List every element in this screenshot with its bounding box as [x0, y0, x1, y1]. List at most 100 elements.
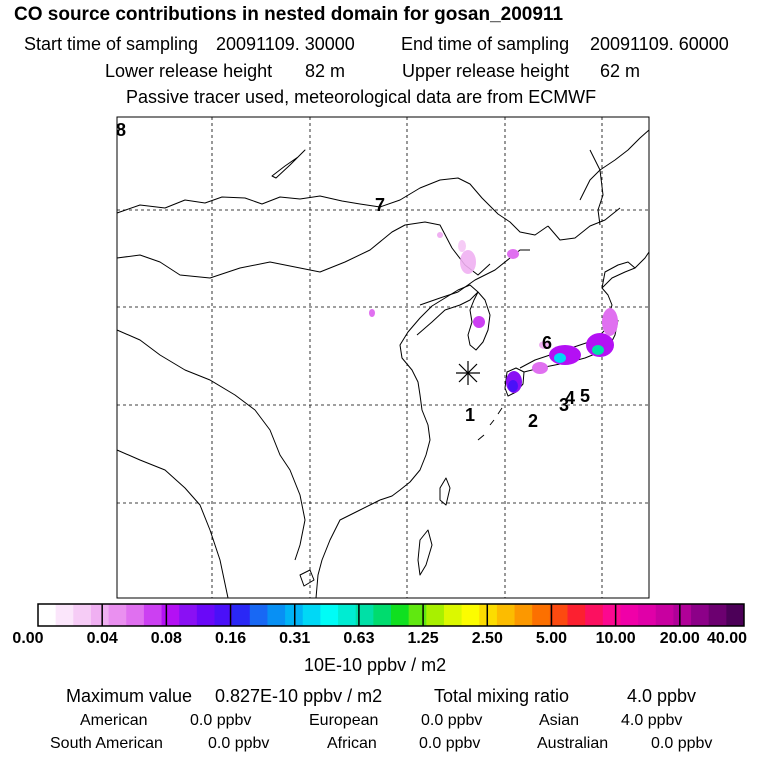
max-value: 0.827E-10 ppbv / m2	[215, 686, 383, 706]
colorbar-tick-label: 0.08	[150, 630, 182, 647]
plume-sea	[539, 341, 551, 349]
colorbar-swatch	[496, 604, 516, 626]
contribution-value: 0.0 ppbv	[421, 712, 483, 729]
colorbar-tick-label: 0.04	[86, 630, 118, 647]
colorbar-frame	[37, 603, 745, 627]
plume-north-korea	[507, 249, 519, 259]
colorbar-swatch	[602, 604, 621, 626]
contribution-name: American	[80, 712, 148, 729]
colorbar-tick-label: 2.50	[471, 630, 503, 647]
plume-mongolia	[437, 232, 443, 238]
plume-kanto-core	[592, 345, 604, 355]
trajectory-label-2: 2	[528, 411, 539, 431]
colorbar-swatch	[373, 604, 392, 626]
upper-height-label: Upper release height	[402, 61, 570, 81]
colorbar-swatch	[179, 604, 198, 626]
colorbar-tick-label: 0.31	[279, 630, 311, 647]
colorbar-tick-label: 40.00	[706, 630, 748, 647]
russia-mongolia-border	[116, 177, 549, 236]
plume-manchuria-b	[458, 240, 466, 252]
trajectory-label-4: 4	[565, 388, 576, 408]
china-coast	[379, 284, 479, 501]
colorbar-swatch	[108, 604, 127, 626]
trajectory-label-7: 7	[375, 195, 386, 215]
colorbar-swatch	[726, 604, 745, 626]
southeast-asia-coast	[315, 499, 381, 599]
plume-small-west	[369, 309, 375, 317]
colorbar-swatch	[267, 604, 286, 626]
china-korea-border	[419, 249, 530, 306]
colorbar-swatch	[73, 604, 92, 626]
kuril-islands	[634, 251, 650, 269]
luzon	[417, 529, 433, 576]
colorbar-swatch	[38, 604, 57, 626]
colorbar-swatch	[620, 604, 639, 626]
okhotsk-coast	[579, 129, 650, 201]
colorbar-swatch	[673, 604, 692, 626]
taiwan	[439, 477, 451, 506]
total-mixing-label: Total mixing ratio	[434, 686, 570, 706]
trajectory-label-8: 8	[116, 120, 127, 140]
plume-korea	[473, 316, 485, 328]
colorbar-swatch	[408, 604, 427, 626]
contribution-value: 0.0 ppbv	[651, 735, 713, 752]
colorbar-swatch	[302, 604, 321, 626]
plume-kansai-core	[554, 353, 566, 363]
colorbar-swatch	[585, 604, 604, 626]
lower-height-value: 82 m	[305, 61, 346, 81]
contribution-value: 0.0 ppbv	[208, 735, 270, 752]
colorbar-swatch	[708, 604, 727, 626]
colorbar-swatch	[443, 604, 463, 626]
trajectory-label-3: 3	[559, 395, 570, 415]
colorbar-swatch	[214, 604, 233, 626]
colorbar-swatch	[638, 604, 657, 626]
colorbar-swatch	[461, 604, 480, 626]
baikal	[271, 149, 306, 179]
hainan	[299, 569, 315, 587]
hokkaido	[601, 261, 636, 289]
ryukyu-islands	[477, 407, 503, 441]
colorbar-swatch	[391, 604, 410, 626]
contribution-value: 4.0 ppbv	[621, 712, 683, 729]
end-time-value: 20091109. 60000	[590, 34, 729, 54]
colorbar-tick-label: 0.00	[12, 630, 44, 647]
colorbar-swatch	[549, 604, 568, 626]
colorbar-swatch	[567, 604, 586, 626]
lower-height-label: Lower release height	[105, 61, 273, 81]
data-source-note: Passive tracer used, meteorological data…	[126, 87, 597, 107]
colorbar-swatch	[355, 604, 374, 626]
colorbar-tick-label: 10.00	[595, 630, 636, 647]
contribution-name: Australian	[537, 735, 609, 752]
coastlines	[116, 129, 650, 599]
colorbar-swatch	[55, 604, 74, 626]
korea-peninsula	[467, 291, 491, 351]
western-border	[116, 329, 306, 561]
colorbar-swatch	[426, 604, 445, 626]
colorbar-swatch	[514, 604, 533, 626]
colorbar-tick-label: 20.00	[659, 630, 700, 647]
colorbar-swatch	[338, 604, 357, 626]
colorbar-swatch	[249, 604, 268, 626]
colorbar-swatch	[126, 604, 145, 626]
trajectory-label-1: 1	[465, 405, 476, 425]
trajectory-label-5: 5	[580, 386, 591, 406]
plot-title: CO source contributions in nested domain…	[14, 4, 564, 25]
contribution-name: South American	[50, 735, 163, 752]
plume-kyushu-core	[508, 380, 518, 392]
start-time-value: 20091109. 30000	[216, 34, 355, 54]
asterisk-icon	[456, 361, 480, 385]
colorbar-tick-label: 0.16	[214, 630, 247, 647]
mongolia-china-border	[116, 221, 491, 279]
contribution-name: European	[309, 712, 379, 729]
colorbar-swatch	[196, 604, 215, 626]
contribution-name: African	[327, 735, 377, 752]
plume-manchuria	[460, 250, 476, 274]
contribution-value: 0.0 ppbv	[419, 735, 481, 752]
colorbar-swatch	[90, 604, 110, 626]
sakhalin	[589, 149, 604, 226]
max-value-label: Maximum value	[66, 686, 193, 706]
contribution-value: 0.0 ppbv	[190, 712, 252, 729]
plume-tohoku	[602, 308, 618, 336]
colorbar-swatch	[532, 604, 551, 626]
